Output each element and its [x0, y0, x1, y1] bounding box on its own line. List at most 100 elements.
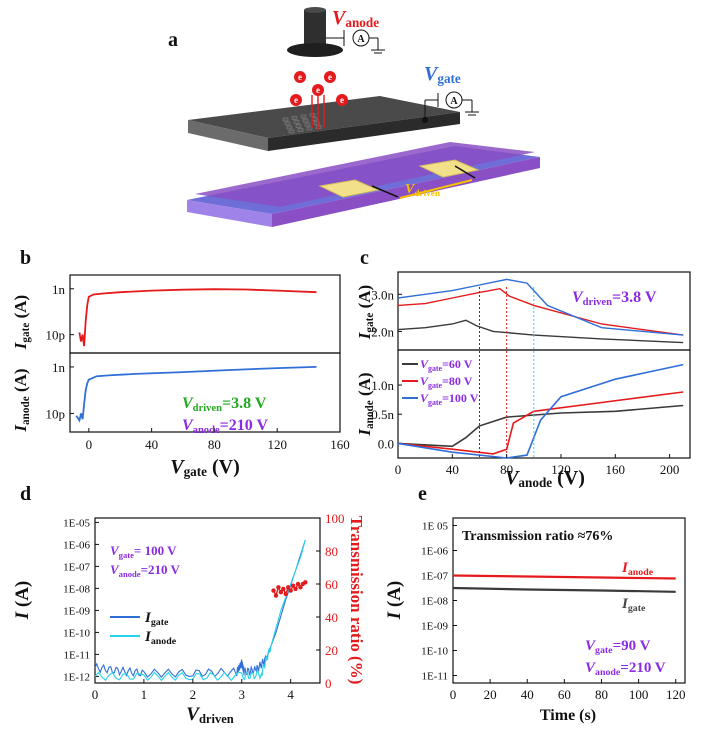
- label-part: driven: [193, 403, 222, 414]
- label-part: 60: [558, 687, 571, 702]
- label-part: 3: [238, 687, 245, 702]
- panel-letter-c: c: [360, 247, 369, 269]
- electrode-left: [318, 179, 380, 198]
- label-part: I: [355, 428, 374, 437]
- pixel: [291, 116, 298, 120]
- y-tick-label: 1E-06: [63, 539, 90, 551]
- label-part: 1E-11: [422, 671, 448, 683]
- ammeter-label: A: [357, 34, 365, 45]
- label-part: e: [328, 72, 332, 82]
- ratio-point: [295, 581, 301, 587]
- label-part: 120: [551, 462, 571, 477]
- y-tick-label: 1n: [52, 282, 66, 297]
- y2-tick-label: 60: [325, 577, 338, 592]
- label-part: 0: [450, 687, 457, 702]
- label-part: 1E-08: [421, 596, 448, 608]
- series-igate-b: [78, 288, 317, 347]
- label-part: 80: [325, 544, 338, 559]
- label-part: 120: [267, 437, 287, 452]
- label-part: 80: [208, 437, 221, 452]
- label-part: 1E-10: [63, 627, 90, 639]
- label-part: 1E-10: [421, 646, 448, 658]
- label-part: V: [405, 182, 416, 197]
- ammeter-label: A: [450, 96, 458, 107]
- label-part: I: [384, 611, 405, 620]
- y-axis-label-c-top: Igate (A): [355, 285, 376, 340]
- label-part: 80: [595, 687, 608, 702]
- v-anode-label: Vanode: [332, 7, 379, 30]
- pixel: [313, 121, 320, 125]
- label-part: d: [20, 483, 31, 505]
- label-part: e: [294, 95, 298, 105]
- label-part: I: [621, 560, 629, 576]
- pixel: [300, 114, 307, 119]
- label-part: anode: [628, 567, 654, 578]
- label-part: e: [418, 483, 427, 505]
- label-part: =210 V: [220, 417, 269, 434]
- label-part: I: [11, 424, 30, 433]
- label-part: I: [144, 629, 152, 645]
- electron: [336, 94, 348, 106]
- label-part: 1E-07: [421, 571, 448, 583]
- pixel: [286, 125, 293, 130]
- annot-vdriven-c: Vdriven=3.8 V: [572, 289, 657, 308]
- label-part: anode: [20, 396, 32, 425]
- panel-letter-b: b: [20, 247, 31, 269]
- y-tick-label: 3.0n: [371, 287, 394, 302]
- x-tick-label: 40: [145, 437, 158, 452]
- y2-tick-label: 40: [325, 610, 338, 625]
- y-axis-label-c-bottom: Ianode (A): [355, 372, 376, 436]
- label-part: V: [585, 660, 597, 676]
- label-part: (A): [11, 368, 30, 396]
- label-part: 1.0n: [371, 378, 394, 393]
- label-part: V: [110, 543, 120, 558]
- label-part: V: [420, 374, 429, 388]
- series-bottom-c: [397, 391, 684, 455]
- series-top-c: [397, 319, 684, 344]
- legend-label-c: Vgate=80 V: [420, 374, 473, 390]
- y2-tick-label: 0: [325, 676, 332, 691]
- label-part: (A): [11, 295, 30, 323]
- y-tick-label: 2.0n: [371, 324, 394, 339]
- label-part: 1E-05: [63, 517, 90, 529]
- y-tick-label: 1E-10: [63, 627, 90, 639]
- electron-label: e: [340, 95, 344, 105]
- x-tick-label: 160: [606, 462, 626, 477]
- label-part: V: [424, 63, 439, 85]
- label-part: 1E-09: [421, 621, 448, 633]
- label-part: 3.0n: [371, 287, 394, 302]
- label-part: a: [168, 29, 178, 51]
- y-tick-label: 1E-07: [63, 561, 90, 573]
- ratio-point: [281, 586, 286, 592]
- electron-label: e: [294, 95, 298, 105]
- panel-letter-e: e: [418, 483, 427, 505]
- label-part: (A): [355, 285, 374, 313]
- label-part: anode: [345, 15, 379, 30]
- label-part: 100: [629, 687, 649, 702]
- pixel: [282, 117, 289, 122]
- label-part: 1E-06: [421, 546, 448, 558]
- label-part: 80: [500, 462, 513, 477]
- series-Igate: [94, 539, 306, 678]
- ratio-point: [288, 588, 293, 593]
- v-gate-label: Vgate: [424, 63, 461, 86]
- legend-label-c: Vgate=60 V: [420, 357, 473, 373]
- label-part: anode: [193, 425, 220, 436]
- wire: [454, 165, 476, 179]
- label-part: V: [110, 562, 120, 577]
- label-part: gate: [628, 603, 646, 614]
- y-tick-label: 1E-05: [63, 517, 90, 529]
- label-part: 0.5n: [371, 407, 394, 422]
- label-part: 120: [666, 687, 686, 702]
- label-part: 0: [395, 462, 402, 477]
- label-part: I: [355, 331, 374, 340]
- label-part: (A): [355, 372, 374, 400]
- x-tick-label: 120: [267, 437, 287, 452]
- label-part: 2: [190, 687, 197, 702]
- label-part: 20: [325, 643, 338, 658]
- plot-frame-c-top: [397, 271, 691, 351]
- label-part: V: [332, 7, 347, 29]
- label-part: 10p: [46, 406, 66, 421]
- electron: [324, 71, 336, 83]
